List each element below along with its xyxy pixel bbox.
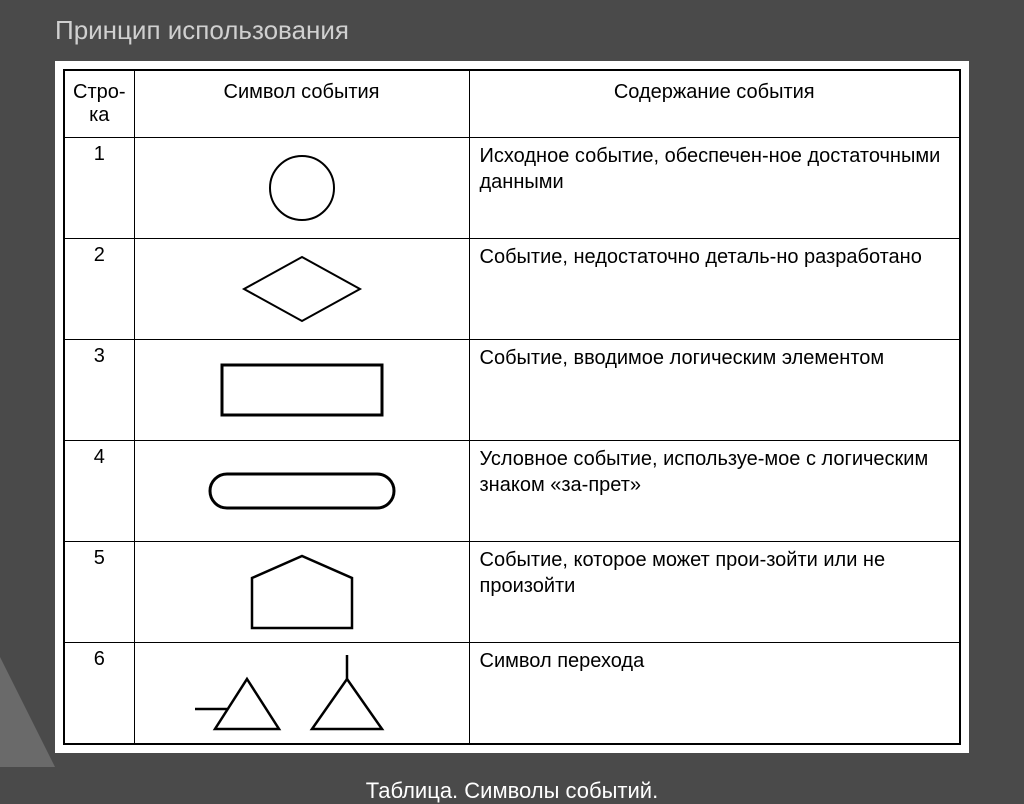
header-symbol: Символ события	[134, 70, 469, 138]
table-row: 3 Событие, вводимое логическим элементом	[64, 340, 960, 441]
symbol-cell	[134, 138, 469, 239]
house-icon	[237, 550, 367, 635]
row-desc: Исходное событие, обеспечен-ное достаточ…	[469, 138, 960, 239]
decorative-wedge	[0, 657, 55, 767]
symbols-table: Стро-ка Символ события Содержание событи…	[63, 69, 961, 745]
table-row: 5 Событие, которое может прои-зойти или …	[64, 542, 960, 643]
transition-icon	[187, 651, 417, 736]
row-num: 6	[64, 643, 134, 745]
circle-icon	[262, 148, 342, 228]
table-container: Стро-ка Символ события Содержание событи…	[55, 61, 969, 753]
symbol-cell	[134, 340, 469, 441]
symbol-cell	[134, 542, 469, 643]
row-desc: Событие, недостаточно деталь-но разработ…	[469, 239, 960, 340]
table-caption: Таблица. Символы событий.	[0, 778, 1024, 804]
row-num: 3	[64, 340, 134, 441]
rectangle-icon	[212, 355, 392, 425]
table-row: 4 Условное событие, используе-мое с логи…	[64, 441, 960, 542]
symbol-cell	[134, 643, 469, 745]
page-title: Принцип использования	[0, 0, 1024, 46]
row-num: 2	[64, 239, 134, 340]
row-desc: Условное событие, используе-мое с логиче…	[469, 441, 960, 542]
symbol-cell	[134, 239, 469, 340]
diamond-icon	[232, 249, 372, 329]
rounded-rect-icon	[202, 466, 402, 516]
table-row: 1 Исходное событие, обеспечен-ное достат…	[64, 138, 960, 239]
row-num: 5	[64, 542, 134, 643]
row-num: 1	[64, 138, 134, 239]
row-num: 4	[64, 441, 134, 542]
table-row: 2 Событие, недостаточно деталь-но разраб…	[64, 239, 960, 340]
row-desc: Символ перехода	[469, 643, 960, 745]
row-desc: Событие, вводимое логическим элементом	[469, 340, 960, 441]
symbol-cell	[134, 441, 469, 542]
row-desc: Событие, которое может прои-зойти или не…	[469, 542, 960, 643]
header-description: Содержание события	[469, 70, 960, 138]
header-row-num: Стро-ка	[64, 70, 134, 138]
table-row: 6 Символ перехода	[64, 643, 960, 745]
